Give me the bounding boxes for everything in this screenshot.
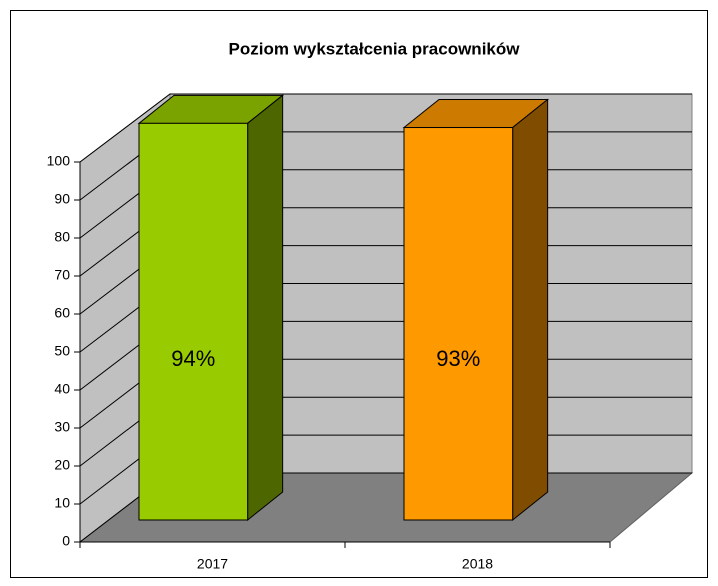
x-tick-label: 2018: [462, 556, 493, 572]
y-tick-label: 10: [54, 495, 70, 511]
y-tick-label: 0: [62, 533, 70, 549]
bar-side: [512, 98, 549, 522]
bar-side: [247, 94, 284, 522]
grid-line: [79, 93, 692, 163]
bar: [138, 122, 249, 521]
y-tick-label: 70: [54, 267, 70, 283]
y-tick-label: 100: [47, 153, 71, 169]
y-tick-label: 60: [54, 305, 70, 321]
y-tick-label: 50: [54, 343, 70, 359]
data-label: 93%: [436, 346, 480, 371]
y-tick-label: 80: [54, 229, 70, 245]
chart-title: Poziom wykształcenia pracowników: [229, 39, 521, 58]
y-tick-label: 90: [54, 191, 70, 207]
x-tick-label: 2017: [197, 556, 228, 572]
bar: [403, 127, 514, 521]
y-tick-label: 20: [54, 457, 70, 473]
data-label: 94%: [171, 346, 215, 371]
y-tick-label: 40: [54, 381, 70, 397]
y-tick-label: 30: [54, 419, 70, 435]
